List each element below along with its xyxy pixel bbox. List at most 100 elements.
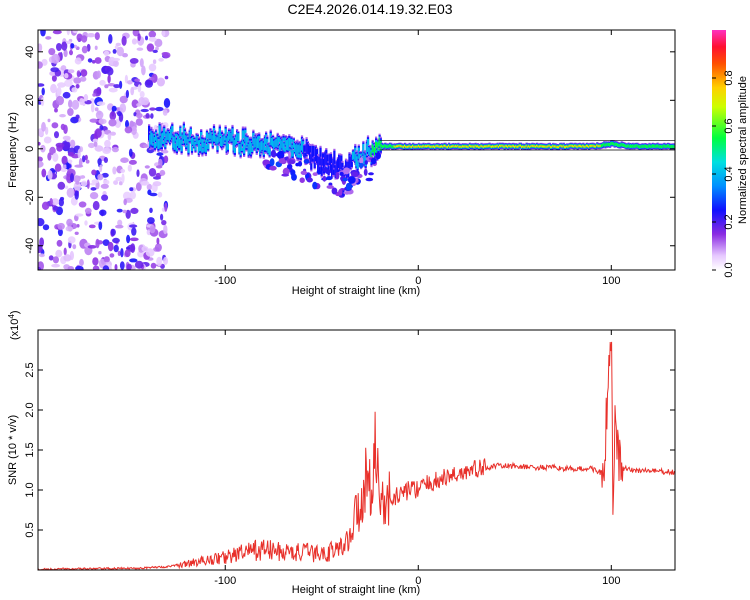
noise-blob xyxy=(79,76,87,82)
noise-blob xyxy=(156,237,160,245)
ridge-cell xyxy=(328,154,331,165)
ridge-cell xyxy=(673,145,675,149)
noise-blob xyxy=(63,124,68,134)
noise-blob xyxy=(87,58,93,63)
ridge-cell xyxy=(647,145,650,149)
noise-blob xyxy=(41,121,46,132)
noise-blob xyxy=(138,244,145,253)
x-tick-label: 0 xyxy=(415,575,421,587)
noise-blob xyxy=(72,175,81,183)
ridge-cell xyxy=(179,127,182,137)
ridge-cell xyxy=(405,145,408,148)
noise-blob xyxy=(144,165,150,169)
noise-blob xyxy=(130,86,135,96)
ridge-cell xyxy=(227,131,231,142)
snr-background xyxy=(38,330,675,570)
noise-blob xyxy=(57,82,66,88)
ridge-cell xyxy=(375,141,378,151)
ridge-cell xyxy=(161,132,165,144)
noise-blob xyxy=(66,30,70,36)
ridge-cell xyxy=(305,139,308,157)
noise-blob xyxy=(57,228,63,237)
ridge-cell xyxy=(504,145,507,147)
ridge-cell xyxy=(219,138,222,146)
ridge-cell xyxy=(263,138,266,151)
ridge-cell xyxy=(269,133,272,146)
ridge-cell xyxy=(659,145,663,148)
ridge-cell xyxy=(576,146,579,148)
ridge-cell xyxy=(539,145,542,147)
noise-blob xyxy=(91,179,100,184)
noise-blob xyxy=(98,221,103,231)
spectrogram-y-ticks: -40 -20 0 20 40 xyxy=(24,46,675,254)
noise-blob xyxy=(38,141,41,146)
noise-blob xyxy=(62,135,71,141)
noise-blob xyxy=(126,246,130,250)
noise-blob xyxy=(97,110,102,116)
ridge-cell xyxy=(430,145,433,148)
snr-y-axis-label: SNR (10 * v/v) xyxy=(7,415,19,485)
noise-blob xyxy=(155,106,164,112)
ridge-blob xyxy=(370,157,377,165)
ridge-cell xyxy=(448,144,451,147)
noise-blob xyxy=(162,30,166,37)
ridge-cell xyxy=(552,145,555,147)
ridge-cell xyxy=(256,136,260,149)
noise-blob xyxy=(72,30,79,34)
noise-blob xyxy=(89,182,97,186)
noise-blob xyxy=(96,101,106,106)
ridge-blob xyxy=(359,157,364,164)
ridge-cell xyxy=(312,145,315,158)
ridge-cell xyxy=(196,135,199,145)
spectrogram-x-ticks: -100 0 100 xyxy=(214,30,620,287)
ridge-cell xyxy=(223,135,226,144)
noise-blob xyxy=(57,181,66,190)
noise-blob xyxy=(41,201,50,210)
ridge-cell xyxy=(209,130,212,139)
ridge-cell xyxy=(297,144,300,158)
ridge-blob xyxy=(343,167,350,175)
noise-blob xyxy=(149,225,156,234)
ridge-cell xyxy=(615,143,619,146)
noise-blob xyxy=(126,80,133,85)
ridge-cell xyxy=(492,145,495,148)
ridge-cell xyxy=(419,145,422,148)
noise-blob xyxy=(80,175,86,179)
ridge-cell xyxy=(438,145,441,148)
ridge-cell xyxy=(605,142,608,146)
noise-blob xyxy=(149,192,158,197)
noise-blob xyxy=(43,136,52,144)
ridge-cell xyxy=(444,145,447,147)
noise-blob xyxy=(140,108,149,113)
noise-blob xyxy=(137,33,141,41)
noise-blob xyxy=(79,258,84,267)
ridge-cell xyxy=(627,144,630,147)
ridge-cell xyxy=(183,131,187,144)
noise-blob xyxy=(72,244,77,250)
ridge-cell xyxy=(380,144,383,148)
noise-blob xyxy=(163,256,168,265)
y-tick-label: 0.5 xyxy=(24,522,36,537)
ridge-cell xyxy=(446,146,449,148)
ridge-cell xyxy=(624,144,627,147)
noise-blob xyxy=(55,95,64,106)
noise-blob xyxy=(107,241,114,252)
noise-blob xyxy=(97,173,104,181)
ridge-cell xyxy=(243,141,246,154)
ridge-cell xyxy=(217,133,220,144)
noise-blob xyxy=(110,131,116,136)
ridge-blob xyxy=(335,172,340,180)
noise-blob xyxy=(63,247,67,256)
ridge-cell xyxy=(475,145,478,148)
ridge-cell xyxy=(661,145,664,149)
ridge-cell xyxy=(456,145,459,148)
colorbar-gradient xyxy=(712,30,726,270)
noise-blob xyxy=(156,165,163,169)
ridge-cell xyxy=(175,139,178,152)
noise-blob xyxy=(99,163,103,173)
spectrogram-y-axis-label: Frequency (Hz) xyxy=(7,112,19,188)
ridge-blob xyxy=(297,161,303,167)
noise-blob xyxy=(91,60,96,64)
noise-blob xyxy=(115,42,122,47)
noise-blob xyxy=(66,187,75,198)
